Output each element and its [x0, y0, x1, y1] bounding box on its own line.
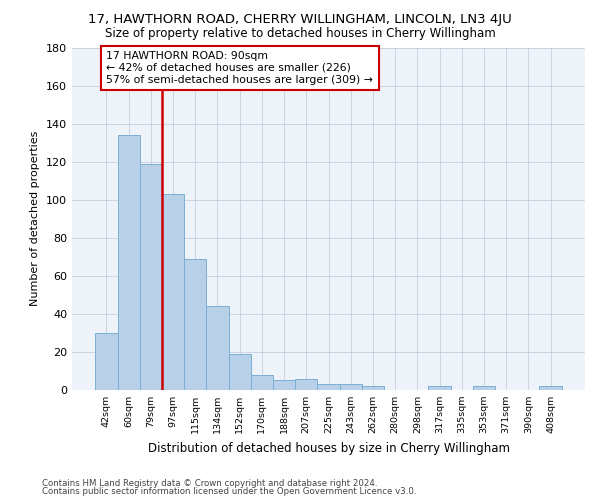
- Bar: [162, 194, 184, 390]
- Bar: [140, 164, 162, 390]
- Bar: [95, 333, 118, 390]
- Bar: [118, 135, 140, 390]
- Y-axis label: Number of detached properties: Number of detached properties: [31, 131, 40, 306]
- Bar: [273, 380, 295, 390]
- X-axis label: Distribution of detached houses by size in Cherry Willingham: Distribution of detached houses by size …: [148, 442, 509, 454]
- Bar: [317, 384, 340, 390]
- Text: Size of property relative to detached houses in Cherry Willingham: Size of property relative to detached ho…: [104, 28, 496, 40]
- Bar: [184, 258, 206, 390]
- Bar: [539, 386, 562, 390]
- Bar: [206, 306, 229, 390]
- Text: Contains public sector information licensed under the Open Government Licence v3: Contains public sector information licen…: [42, 487, 416, 496]
- Text: 17 HAWTHORN ROAD: 90sqm
← 42% of detached houses are smaller (226)
57% of semi-d: 17 HAWTHORN ROAD: 90sqm ← 42% of detache…: [106, 52, 373, 84]
- Bar: [251, 375, 273, 390]
- Bar: [340, 384, 362, 390]
- Bar: [362, 386, 384, 390]
- Text: Contains HM Land Registry data © Crown copyright and database right 2024.: Contains HM Land Registry data © Crown c…: [42, 478, 377, 488]
- Text: 17, HAWTHORN ROAD, CHERRY WILLINGHAM, LINCOLN, LN3 4JU: 17, HAWTHORN ROAD, CHERRY WILLINGHAM, LI…: [88, 12, 512, 26]
- Bar: [229, 354, 251, 390]
- Bar: [473, 386, 495, 390]
- Bar: [295, 378, 317, 390]
- Bar: [428, 386, 451, 390]
